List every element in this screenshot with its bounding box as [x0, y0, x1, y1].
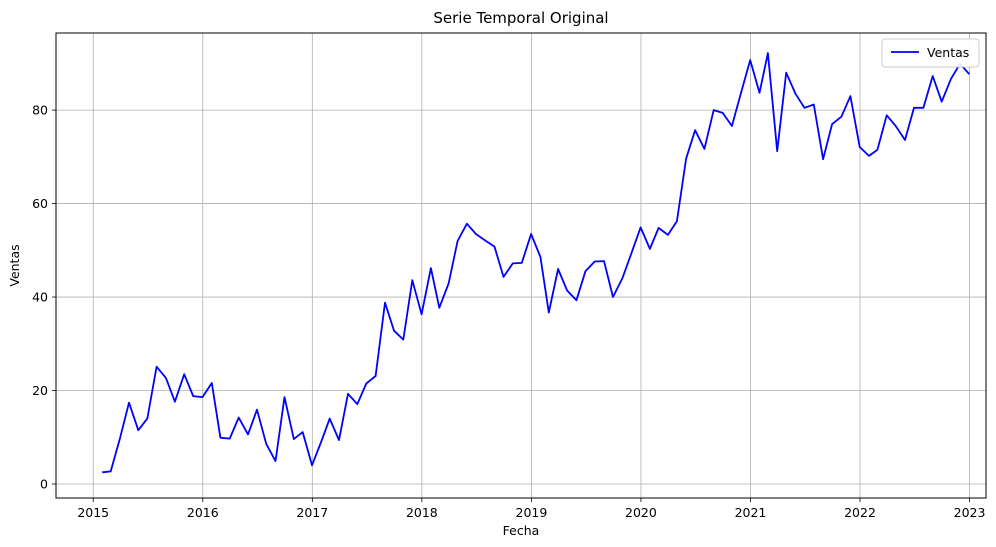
series-line-ventas: [102, 52, 970, 474]
legend-box: [881, 38, 980, 68]
x-tick-label: 2016: [187, 505, 219, 520]
y-tick-label: 0: [40, 476, 48, 491]
y-tick-label: 40: [32, 290, 48, 305]
x-tick-label: 2022: [844, 505, 876, 520]
x-tick-label: 2023: [954, 505, 986, 520]
x-tick-label: 2015: [77, 505, 109, 520]
y-tick-label: 60: [32, 196, 48, 211]
y-axis-title: Ventas: [7, 244, 22, 286]
x-tick-label: 2020: [625, 505, 657, 520]
series-layer: [102, 52, 970, 474]
legend: Ventas: [881, 38, 980, 68]
plot-frame: [55, 32, 987, 499]
chart-title: Serie Temporal Original: [433, 9, 608, 27]
legend-label-ventas: Ventas: [927, 45, 969, 60]
x-axis-title: Fecha: [503, 523, 540, 538]
x-tick-label: 2021: [735, 505, 767, 520]
x-tick-label: 2018: [406, 505, 438, 520]
y-tick-label: 20: [32, 383, 48, 398]
ticks: 2015 2016 2017 2018 2019 2020 2021 2022 2023 0 20 4…: [32, 103, 985, 520]
grid: [56, 33, 986, 498]
y-tick-label: 80: [32, 103, 48, 118]
x-tick-label: 2017: [296, 505, 328, 520]
x-tick-label: 2019: [516, 505, 548, 520]
